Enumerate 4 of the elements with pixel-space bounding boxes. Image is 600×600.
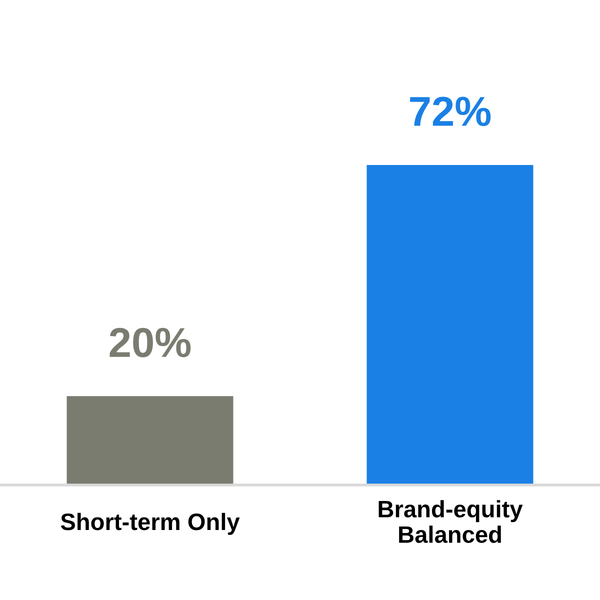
x-tick-label: Short-term Only xyxy=(60,512,240,535)
data-label: 20% xyxy=(110,328,191,358)
x-tick-label: Brand-equity Balanced xyxy=(378,500,523,543)
data-label: 72% xyxy=(410,96,491,126)
